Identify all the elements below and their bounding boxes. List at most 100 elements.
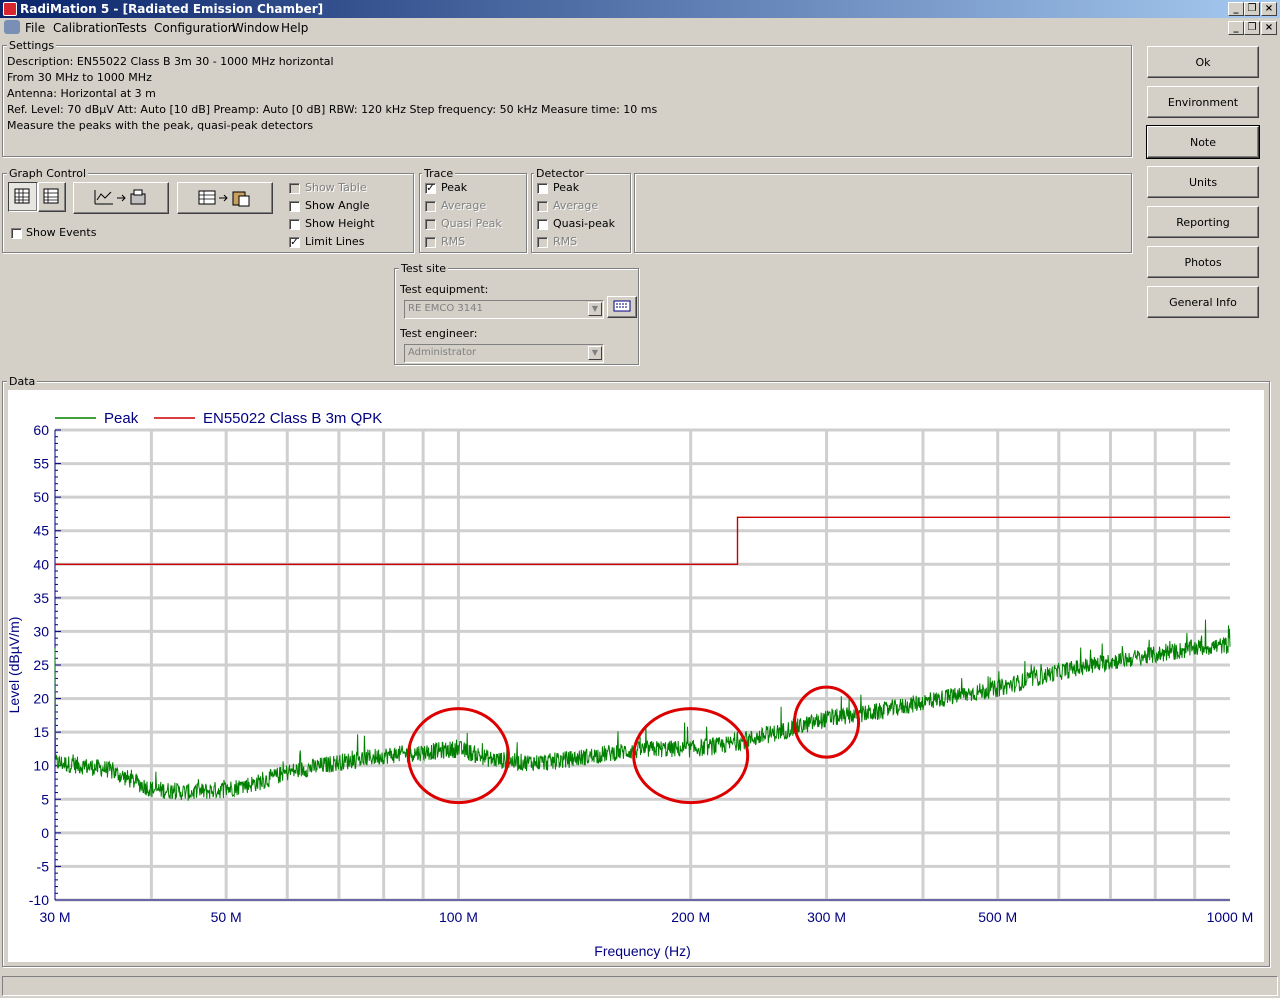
limit-lines-label: Limit Lines (305, 235, 365, 248)
ok-button[interactable]: Ok (1147, 46, 1259, 78)
menu-window[interactable]: Window (232, 21, 280, 35)
test-equipment-value: RE EMCO 3141 (408, 303, 483, 314)
graph-control-label: Graph Control (7, 167, 88, 180)
trace-average-label: Average (441, 199, 487, 212)
minimize-icon[interactable]: _ (1228, 2, 1244, 16)
mdi-close-icon[interactable]: × (1261, 21, 1277, 35)
y-tick-label: 45 (33, 523, 49, 539)
trace-rms-label: RMS (441, 235, 466, 248)
chevron-down-icon[interactable]: ▼ (588, 346, 602, 360)
trace-peak-label: Peak (441, 181, 468, 194)
x-tick-label: 200 M (671, 909, 710, 925)
test-engineer-value: Administrator (408, 347, 477, 358)
title-bar: RadiMation 5 - [Radiated Emission Chambe… (0, 0, 1280, 18)
reporting-button[interactable]: Reporting (1147, 206, 1259, 238)
settings-label: Settings (7, 39, 57, 52)
show-events-label: Show Events (26, 226, 97, 239)
show-height-label: Show Height (305, 217, 375, 230)
y-tick-label: 40 (33, 556, 49, 572)
y-tick-label: -10 (29, 892, 49, 908)
menu-tests[interactable]: Tests (117, 21, 147, 35)
y-tick-label: 35 (33, 590, 49, 606)
detector-rms-checkbox[interactable] (537, 237, 548, 248)
environment-button[interactable]: Environment (1147, 86, 1259, 118)
legend-peak-label: Peak (104, 410, 139, 427)
detector-average-checkbox[interactable] (537, 201, 548, 212)
trace-label: Trace (422, 167, 456, 180)
empty-panel (634, 173, 1132, 253)
settings-antenna: Antenna: Horizontal at 3 m (7, 87, 156, 100)
trace-quasi-peak-checkbox[interactable] (425, 219, 436, 230)
x-axis-title: Frequency (Hz) (594, 943, 690, 959)
test-equipment-label: Test equipment: (400, 283, 489, 296)
peak-series (54, 619, 1231, 801)
show-events-checkbox[interactable] (11, 228, 22, 239)
y-tick-label: 60 (33, 422, 49, 438)
test-equipment-select[interactable]: RE EMCO 3141 ▼ (404, 300, 604, 319)
y-tick-label: 0 (41, 825, 49, 841)
trace-quasi-peak-label: Quasi Peak (441, 217, 502, 230)
menu-calibration[interactable]: Calibration (53, 21, 119, 35)
y-tick-label: 55 (33, 456, 49, 472)
highlight-circle (793, 685, 861, 759)
x-tick-label: 500 M (978, 909, 1017, 925)
mdi-minimize-icon[interactable]: _ (1228, 21, 1244, 35)
restore-icon[interactable]: ❐ (1244, 2, 1260, 16)
x-tick-label: 1000 M (1207, 909, 1254, 925)
graph-control-group: Graph Control Show Events Show Table Sho… (2, 167, 414, 253)
menu-help[interactable]: Help (281, 21, 309, 35)
units-button[interactable]: Units (1147, 166, 1259, 198)
show-height-checkbox[interactable] (289, 219, 300, 230)
show-table-checkbox[interactable] (289, 183, 300, 194)
menu-configuration[interactable]: Configuration (154, 21, 236, 35)
test-engineer-select[interactable]: Administrator ▼ (404, 344, 604, 363)
mdi-restore-icon[interactable]: ❐ (1244, 21, 1260, 35)
highlight-circle (406, 707, 510, 805)
photos-button[interactable]: Photos (1147, 246, 1259, 278)
settings-range: From 30 MHz to 1000 MHz (7, 71, 152, 84)
settings-group: Settings Description: EN55022 Class B 3m… (2, 39, 1132, 157)
detector-group: Detector Peak Average Quasi-peak RMS (531, 167, 631, 253)
trace-rms-checkbox[interactable] (425, 237, 436, 248)
test-engineer-label: Test engineer: (400, 327, 478, 340)
show-angle-checkbox[interactable] (289, 201, 300, 212)
y-axis-title: Level (dBµV/m) (8, 617, 22, 714)
detector-quasi-peak-checkbox[interactable] (537, 219, 548, 230)
menu-file[interactable]: File (25, 21, 46, 35)
highlight-circle (632, 707, 750, 805)
detector-label: Detector (534, 167, 586, 180)
y-tick-label: 10 (33, 758, 49, 774)
trace-group: Trace ✓ Peak Average Quasi Peak RMS (419, 167, 527, 253)
trace-average-checkbox[interactable] (425, 201, 436, 212)
equipment-details-icon[interactable] (607, 296, 637, 318)
y-tick-label: 50 (33, 489, 49, 505)
table-view-icon[interactable] (38, 182, 66, 212)
data-group: Data (2, 375, 1270, 967)
limit-lines-checkbox[interactable]: ✓ (289, 237, 300, 248)
settings-reference: Ref. Level: 70 dBµV Att: Auto [10 dB] Pr… (7, 103, 658, 116)
detector-peak-checkbox[interactable] (537, 183, 548, 194)
y-tick-label: -5 (37, 858, 50, 874)
print-graph-icon[interactable] (73, 182, 169, 214)
emission-chart: 60 55 50 45 40 35 30 25 20 15 10 5 0 -5 -10 30 M 50 M 100… (6, 390, 1264, 962)
show-table-label: Show Table (305, 181, 367, 194)
show-angle-label: Show Angle (305, 199, 370, 212)
copy-table-icon[interactable] (177, 182, 273, 214)
test-site-label: Test site (399, 262, 449, 275)
y-tick-label: 5 (41, 791, 49, 807)
y-tick-label: 15 (33, 724, 49, 740)
detector-peak-label: Peak (553, 181, 580, 194)
detector-average-label: Average (553, 199, 599, 212)
note-button[interactable]: Note (1146, 125, 1260, 159)
y-tick-label: 25 (33, 657, 49, 673)
document-icon[interactable] (4, 20, 20, 34)
chevron-down-icon[interactable]: ▼ (588, 302, 602, 316)
grid-view-icon[interactable] (8, 182, 38, 212)
general-info-button[interactable]: General Info (1147, 286, 1259, 318)
settings-measure: Measure the peaks with the peak, quasi-p… (7, 119, 314, 132)
close-icon[interactable]: × (1261, 2, 1277, 16)
trace-peak-checkbox[interactable]: ✓ (425, 183, 436, 194)
legend-limit-label: EN55022 Class B 3m QPK (203, 410, 382, 427)
x-tick-label: 100 M (439, 909, 478, 925)
